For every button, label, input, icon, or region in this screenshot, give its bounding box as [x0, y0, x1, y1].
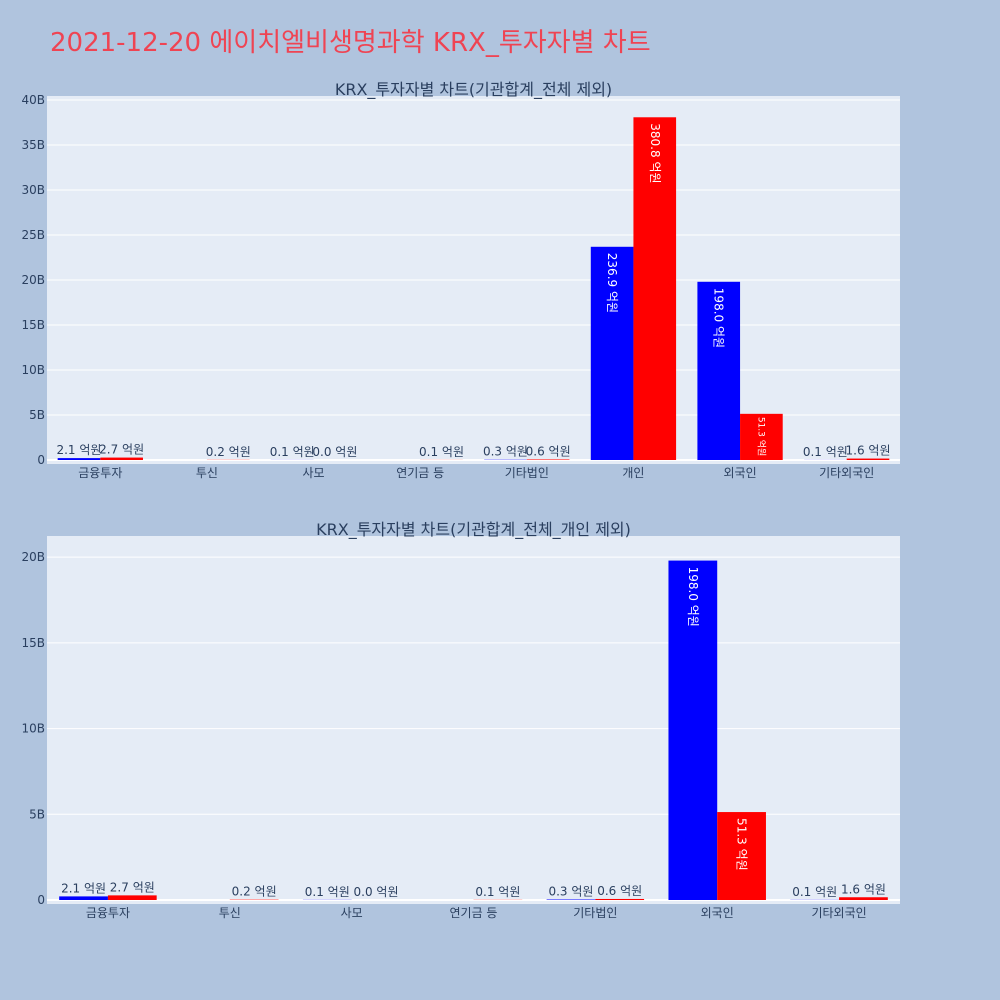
data-label: 0.2 억원	[206, 445, 251, 459]
data-label: 0.3 억원	[548, 884, 593, 898]
bar	[59, 896, 108, 900]
x-tick-label: 금융투자	[78, 466, 122, 480]
data-label: 0.0 억원	[312, 445, 357, 459]
y-tick-label: 25B	[21, 228, 45, 242]
x-tick-label: 연기금 등	[450, 906, 498, 920]
plot-area	[47, 536, 900, 904]
x-tick-label: 외국인	[701, 906, 734, 920]
chart-title: KRX_투자자별 차트(기관합계_전체_개인 제외)	[316, 520, 631, 540]
bar	[100, 457, 143, 460]
data-label: 51.3 억원	[735, 818, 749, 871]
y-tick-label: 20B	[21, 550, 45, 564]
x-tick-label: 투신	[196, 466, 218, 480]
x-tick-label: 금융투자	[86, 906, 130, 920]
bar	[595, 898, 645, 900]
data-label: 0.1 억원	[475, 885, 520, 899]
chart-1: 0 5B 10B 15B 20B 25B 30B 35B 40B KRX_투자자별 차트(기관합계…	[21, 80, 900, 480]
data-label: 2.7 억원	[110, 880, 155, 894]
x-tick-label: 기타외국인	[811, 906, 866, 920]
bar	[57, 458, 101, 460]
y-tick-label: 5B	[29, 408, 45, 422]
data-label: 1.6 억원	[846, 444, 891, 458]
x-tick-label: 연기금 등	[396, 466, 444, 480]
x-tick-label: 사모	[303, 466, 325, 480]
page-title: 2021-12-20 에이치엘비생명과학 KRX_투자자별 차트	[50, 28, 651, 58]
y-tick-label: 35B	[21, 138, 45, 152]
y-tick-label: 10B	[21, 722, 45, 736]
data-label: 2.7 억원	[99, 443, 144, 457]
data-label: 1.6 억원	[841, 882, 886, 896]
bar	[107, 895, 157, 900]
bar	[697, 281, 741, 460]
y-tick-label: 10B	[21, 363, 45, 377]
data-label: 2.1 억원	[61, 881, 106, 895]
data-label: 0.1 억원	[270, 445, 315, 459]
y-tick-label: 5B	[29, 807, 45, 821]
data-label: 0.1 억원	[803, 445, 848, 459]
bar	[740, 413, 783, 460]
data-label: 0.0 억원	[354, 885, 399, 899]
x-tick-label: 기타외국인	[819, 466, 874, 480]
data-label: 2.1 억원	[56, 443, 101, 457]
x-tick-label: 기타법인	[505, 466, 549, 480]
y-tick-label: 0	[37, 893, 45, 907]
y-tick-label: 30B	[21, 183, 45, 197]
data-label: 0.6 억원	[597, 884, 642, 898]
data-label: 0.3 억원	[483, 445, 528, 459]
y-tick-label: 20B	[21, 273, 45, 287]
x-tick-label: 투신	[219, 906, 241, 920]
data-label: 0.6 억원	[526, 444, 571, 458]
bar	[839, 897, 888, 900]
data-label: 236.9 억원	[605, 253, 619, 313]
bar	[526, 459, 570, 460]
bar	[846, 458, 890, 460]
y-tick-label: 15B	[21, 318, 45, 332]
data-label: 198.0 억원	[712, 288, 726, 348]
chart-2: 0 5B 10B 15B 20B KRX_투자자별 차트(기관합계_전체_개인 제외) 금융…	[21, 520, 900, 920]
bar	[717, 812, 766, 900]
bar	[590, 246, 634, 460]
data-label: 198.0 억원	[686, 567, 700, 627]
x-tick-label: 사모	[341, 906, 363, 920]
y-tick-label: 0	[37, 453, 45, 467]
bar	[633, 117, 677, 460]
x-tick-label: 외국인	[724, 466, 757, 480]
data-label: 0.1 억원	[792, 885, 837, 899]
data-label: 0.1 억원	[305, 885, 350, 899]
x-tick-label: 기타법인	[573, 906, 617, 920]
data-label: 0.2 억원	[232, 885, 277, 899]
bar	[546, 899, 596, 900]
x-tick-label: 개인	[622, 466, 644, 480]
data-label: 380.8 억원	[648, 123, 662, 183]
y-tick-label: 40B	[21, 93, 45, 107]
y-tick-label: 15B	[21, 636, 45, 650]
bar	[668, 560, 718, 900]
chart-title: KRX_투자자별 차트(기관합계_전체 제외)	[335, 80, 612, 100]
data-label: 0.1 억원	[419, 445, 464, 459]
data-label: 51.3 억원	[755, 417, 767, 456]
